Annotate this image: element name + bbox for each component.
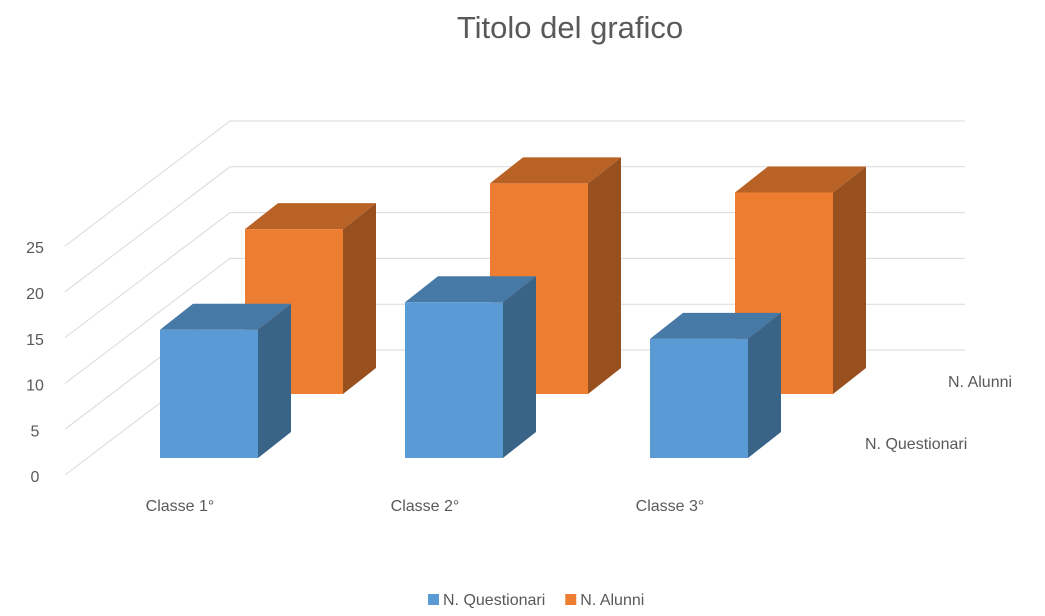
legend-swatch [565, 594, 577, 605]
grid-line [64, 120, 231, 247]
x-tick-label: Classe 1° [146, 498, 215, 515]
y-tick-label: 20 [26, 286, 44, 303]
legend-swatch [428, 594, 439, 605]
bar-side [748, 312, 781, 458]
y-tick-label: 15 [26, 332, 44, 349]
bar-top [650, 312, 781, 339]
y-tick-label: 10 [26, 378, 44, 395]
chart-title: Titolo del grafico [457, 10, 683, 45]
grid-line [64, 166, 231, 293]
bar [160, 303, 291, 458]
x-tick-label: Classe 3° [636, 498, 705, 515]
bar-top [245, 203, 376, 230]
bar-side [343, 203, 376, 394]
bar-side [258, 303, 291, 458]
y-tick-label: 5 [31, 423, 40, 440]
depth-label: N. Questionari [865, 436, 967, 453]
grid-line [64, 258, 231, 384]
bar-top [490, 157, 621, 184]
x-tick-label: Classe 2° [391, 498, 460, 515]
bar [405, 276, 536, 458]
y-tick-label: 0 [31, 469, 40, 486]
legend-label: N. Alunni [580, 592, 644, 609]
bar-side [833, 166, 866, 394]
legend-label: N. Questionari [443, 592, 545, 609]
bar-top [735, 166, 866, 193]
bar-top [405, 276, 536, 303]
bar [650, 312, 781, 458]
bar-front [405, 302, 503, 458]
grid-line [64, 212, 231, 338]
bar-front [160, 329, 258, 458]
y-tick-label: 25 [26, 240, 44, 257]
bar-side [503, 276, 536, 458]
bar-side [588, 157, 621, 394]
depth-label: N. Alunni [948, 374, 1012, 391]
bar-top [160, 303, 291, 330]
bar-front [650, 338, 748, 458]
